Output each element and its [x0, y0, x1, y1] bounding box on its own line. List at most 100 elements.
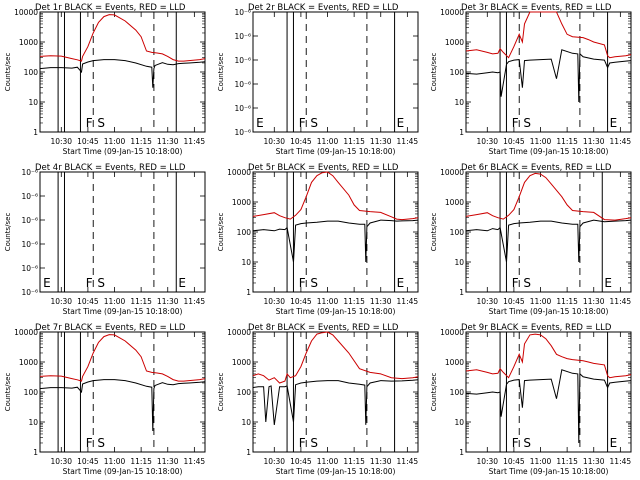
x-tick-label: 10:45	[290, 457, 312, 466]
marker-f: F	[512, 436, 519, 450]
y-tick-label: 10000	[14, 8, 38, 17]
x-tick-label: 11:30	[370, 297, 392, 306]
y-tick-label: 10000	[227, 168, 251, 177]
panel-det-8: Det 8r BLACK = Events, RED = LLD 1 10 100 10…	[217, 323, 419, 476]
x-tick-label: 10:45	[503, 297, 525, 306]
y-axis-label: Counts/sec	[4, 213, 12, 252]
x-tick-label: 10:30	[263, 137, 285, 146]
panel-det-5: Det 5r BLACK = Events, RED = LLD 1 10 100 10…	[217, 163, 419, 316]
x-tick-label: 10:45	[77, 297, 99, 306]
y-tick-label: 10000	[14, 328, 38, 337]
y-tick-label: 1	[246, 288, 251, 297]
series-lld	[465, 333, 632, 379]
panel-title: Det 1r BLACK = Events, RED = LLD	[35, 3, 186, 13]
x-tick-label: 11:00	[530, 457, 552, 466]
y-tick-label: 10	[28, 98, 38, 107]
y-tick-label: 1	[33, 448, 38, 457]
y-tick-label: 10⁻⁶	[21, 240, 38, 249]
series-lld	[252, 171, 419, 221]
marker-s: S	[310, 436, 318, 450]
x-axis-label: Start Time (09-Jan-15 10:18:00)	[276, 147, 396, 156]
y-axis-label: Counts/sec	[430, 373, 438, 412]
y-tick-label: 10	[241, 258, 251, 267]
x-tick-label: 10:45	[77, 457, 99, 466]
x-tick-label: 10:30	[263, 297, 285, 306]
y-tick-label: 10⁻⁶	[21, 264, 38, 273]
y-tick-label: 10⁻⁶	[21, 168, 38, 177]
marker-f: F	[299, 276, 306, 290]
plot-frame	[252, 171, 419, 293]
y-tick-label: 100	[24, 68, 39, 77]
x-axis-label: Start Time (09-Jan-15 10:18:00)	[276, 307, 396, 316]
marker-f: F	[86, 276, 93, 290]
x-tick-label: 11:15	[130, 137, 152, 146]
marker-f: F	[86, 116, 93, 130]
marker-f: F	[512, 276, 519, 290]
y-tick-label: 10	[454, 98, 464, 107]
panel-title: Det 2r BLACK = Events, RED = LLD	[248, 3, 399, 13]
y-tick-label: 10	[28, 418, 38, 427]
panel-title: Det 4r BLACK = Events, RED = LLD	[35, 163, 186, 173]
x-tick-label: 11:15	[556, 457, 578, 466]
x-tick-label: 11:45	[610, 137, 632, 146]
plot-frame	[465, 171, 632, 293]
x-tick-label: 10:45	[77, 137, 99, 146]
y-tick-label: 10000	[440, 168, 464, 177]
x-tick-label: 11:00	[317, 297, 339, 306]
panel-det-6: Det 6r BLACK = Events, RED = LLD 1 10 100 10…	[430, 163, 632, 316]
x-tick-label: 11:00	[104, 457, 126, 466]
y-tick-label: 10⁻⁶	[234, 56, 251, 65]
series-events	[252, 219, 419, 263]
y-tick-label: 1	[459, 128, 464, 137]
marker-s: S	[310, 276, 318, 290]
x-tick-label: 11:00	[104, 297, 126, 306]
y-tick-label: 1000	[19, 38, 38, 47]
marker-e: E	[604, 276, 612, 290]
y-tick-label: 100	[24, 388, 39, 397]
y-tick-label: 1	[459, 288, 464, 297]
marker-e: E	[178, 276, 186, 290]
series-lld	[465, 172, 632, 221]
series-lld	[39, 334, 206, 382]
panel-title: Det 5r BLACK = Events, RED = LLD	[248, 163, 399, 173]
series-events	[465, 49, 632, 103]
x-tick-label: 11:00	[530, 137, 552, 146]
panel-title: Det 3r BLACK = Events, RED = LLD	[461, 3, 612, 13]
y-axis-label: Counts/sec	[217, 373, 225, 412]
panel-title: Det 6r BLACK = Events, RED = LLD	[461, 163, 612, 173]
marker-e: E	[43, 276, 51, 290]
y-tick-label: 100	[450, 228, 465, 237]
marker-e: E	[256, 116, 264, 130]
x-tick-label: 10:30	[263, 457, 285, 466]
x-tick-label: 11:45	[610, 457, 632, 466]
series-events	[465, 369, 632, 444]
x-tick-label: 11:45	[397, 137, 419, 146]
x-axis-label: Start Time (09-Jan-15 10:18:00)	[63, 467, 183, 476]
y-tick-label: 1	[459, 448, 464, 457]
x-axis-label: Start Time (09-Jan-15 10:18:00)	[63, 307, 183, 316]
marker-s: S	[523, 436, 531, 450]
x-tick-label: 10:30	[476, 137, 498, 146]
y-tick-label: 10000	[440, 8, 464, 17]
x-tick-label: 11:00	[530, 297, 552, 306]
marker-s: S	[97, 276, 105, 290]
x-tick-label: 11:30	[157, 297, 179, 306]
x-tick-label: 11:15	[130, 297, 152, 306]
panel-title: Det 9r BLACK = Events, RED = LLD	[461, 323, 612, 333]
marker-e: E	[397, 116, 405, 130]
y-tick-label: 1000	[232, 358, 251, 367]
y-tick-label: 10000	[440, 328, 464, 337]
y-tick-label: 10⁻⁶	[21, 216, 38, 225]
series-events	[39, 59, 206, 88]
y-tick-label: 10⁻⁶	[234, 32, 251, 41]
x-tick-label: 10:30	[50, 137, 72, 146]
x-tick-label: 11:15	[556, 137, 578, 146]
panel-det-2: Det 2r BLACK = Events, RED = LLD 10⁻⁶ 10⁻⁶…	[217, 3, 419, 156]
y-axis-label: Counts/sec	[430, 213, 438, 252]
x-tick-label: 11:00	[317, 137, 339, 146]
panel-det-1: Det 1r BLACK = Events, RED = LLD 1 10 100 10…	[4, 3, 206, 156]
marker-s: S	[523, 116, 531, 130]
x-axis-label: Start Time (09-Jan-15 10:18:00)	[489, 307, 609, 316]
y-tick-label: 100	[450, 388, 465, 397]
